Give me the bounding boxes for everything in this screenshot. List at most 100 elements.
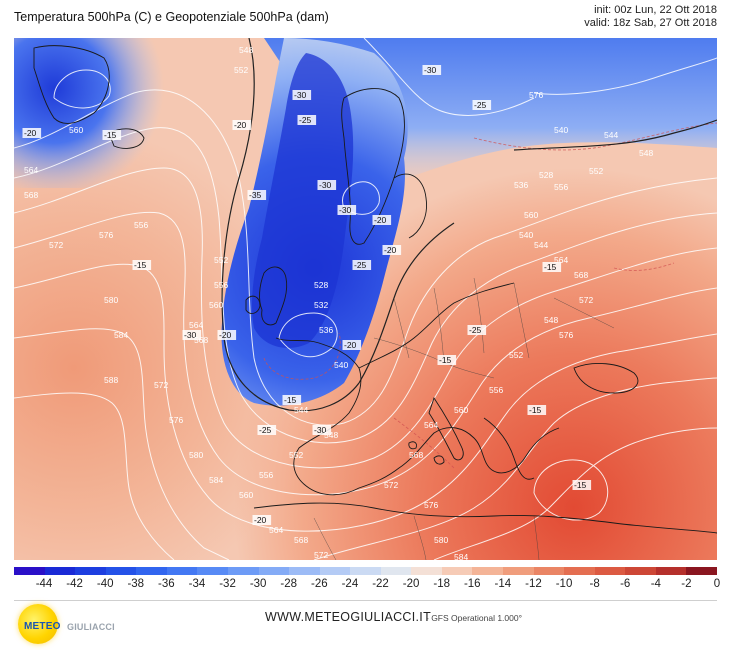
temperature-contour-label: -25 [474, 100, 487, 110]
geopotential-contour-label: 544 [534, 240, 548, 250]
color-legend-swatch [105, 567, 137, 575]
geopotential-contour-label: 528 [539, 170, 553, 180]
geopotential-contour-label: 536 [319, 325, 333, 335]
color-legend-label: -12 [525, 578, 542, 590]
temperature-contour-label: -30 [184, 330, 197, 340]
temperature-contour-label: -25 [354, 260, 367, 270]
temperature-contour-label: -30 [319, 180, 332, 190]
color-legend-swatch [564, 567, 595, 575]
temperature-contour-label: -35 [249, 190, 262, 200]
geopotential-contour-label: 580 [434, 535, 448, 545]
color-legend-label: -36 [158, 578, 175, 590]
geopotential-contour-label: 572 [579, 295, 593, 305]
contour-label-bg [317, 180, 337, 190]
color-legend-label: -14 [494, 578, 512, 590]
color-legend-swatch [166, 567, 198, 575]
color-legend-swatch [472, 567, 503, 575]
geopotential-contour-label: 552 [214, 255, 228, 265]
geopotential-contour-label: 572 [49, 240, 63, 250]
color-legend-swatch [594, 567, 626, 575]
geopotential-contour-label: 556 [214, 280, 228, 290]
weather-map[interactable]: -20 -15 -30 -25 -20 -30 -25 -30 -35 -30 -25 -20 -15 -… [14, 38, 717, 560]
contour-label-bg [467, 325, 487, 335]
geopotential-contour-label: 552 [509, 350, 523, 360]
footer: METEO GIULIACCI WWW.METEOGIULIACCI.IT - … [0, 604, 731, 650]
trough-cold-core [251, 53, 354, 348]
geopotential-contour-label: 568 [409, 450, 423, 460]
temperature-contour-label: -20 [374, 215, 387, 225]
color-legend-swatch [625, 567, 656, 575]
geopotential-contour-label: 564 [269, 525, 283, 535]
color-legend-label: -44 [35, 578, 53, 590]
chart-title: Temperatura 500hPa (C) e Geopotenziale 5… [14, 10, 329, 24]
geopotential-contour-label: 576 [529, 90, 543, 100]
color-legend-label: -20 [402, 578, 420, 590]
geopotential-contour-label: 584 [114, 330, 128, 340]
color-legend-label: -30 [249, 578, 267, 590]
contour-label-bg [247, 190, 267, 200]
color-legend-swatch [503, 567, 534, 575]
geopotential-contour-label: 580 [189, 450, 203, 460]
geopotential-contour-label: 588 [104, 375, 118, 385]
geopotential-contour-label: 552 [234, 65, 248, 75]
temperature-contour-label: -25 [469, 325, 482, 335]
temperature-contour-label: -20 [384, 245, 397, 255]
temperature-contour-label: -15 [284, 395, 297, 405]
sun-icon [18, 604, 58, 644]
geopotential-contour-label: 564 [554, 255, 568, 265]
temperature-contour-label: -15 [544, 262, 557, 272]
contour-label-bg [102, 130, 122, 140]
color-legend-label: -32 [219, 578, 236, 590]
temperature-contour-label: -15 [529, 405, 542, 415]
geopotential-contour-label: 560 [239, 490, 253, 500]
run-info: init: 00z Lun, 22 Ott 2018 valid: 18z Sa… [584, 4, 717, 30]
contour-label-bg [337, 205, 357, 215]
geopotential-contour-label: 560 [524, 210, 538, 220]
color-legend-label: -34 [188, 578, 206, 590]
color-legend-label: -38 [127, 578, 145, 590]
geopotential-contour-label: 584 [454, 552, 468, 560]
color-legend-label: -28 [280, 578, 298, 590]
contour-label-bg [22, 128, 42, 138]
contour-label-bg [472, 100, 492, 110]
color-legend-label: -16 [463, 578, 481, 590]
contour-label-bg [292, 90, 312, 100]
color-legend-swatch [44, 567, 76, 575]
geopotential-contour-label: 532 [314, 300, 328, 310]
color-legend-label: -2 [681, 578, 692, 590]
geopotential-contour-label: 584 [209, 475, 223, 485]
contour-label-bg [182, 330, 202, 340]
color-legend-label: 0 [713, 578, 721, 590]
logo-text-meteo: METEO [24, 621, 61, 632]
color-legend-swatch [533, 567, 565, 575]
geopotential-contour-label: 580 [104, 295, 118, 305]
color-legend-label: -18 [433, 578, 450, 590]
geopotential-contour-label: 568 [194, 335, 208, 345]
model-name: - GFS Operational 1.000° [426, 613, 523, 623]
geopotential-contour-label: 552 [289, 450, 303, 460]
contour-label-bg [257, 425, 277, 435]
meteogiuliacci-logo[interactable]: METEO GIULIACCI [14, 604, 134, 646]
contour-label-bg [217, 330, 237, 340]
contour-label-bg [342, 340, 362, 350]
contour-label-bg [352, 260, 372, 270]
site-url[interactable]: WWW.METEOGIULIACCI.IT [265, 610, 432, 624]
color-legend-label: -40 [96, 578, 114, 590]
geopotential-contour-label: 544 [604, 130, 618, 140]
temperature-contour-label: -25 [259, 425, 272, 435]
geopotential-contour-label: 576 [99, 230, 113, 240]
geopotential-contour-label: 560 [454, 405, 468, 415]
color-legend-label: -42 [66, 578, 83, 590]
color-legend-swatch [350, 567, 381, 575]
temperature-contour-label: -15 [574, 480, 587, 490]
coastlines [33, 45, 717, 534]
geopotential-contour-label: 560 [69, 125, 83, 135]
map-svg: -20 -15 -30 -25 -20 -30 -25 -30 -35 -30 -25 -20 -15 -… [14, 38, 717, 560]
geopotential-contour-label: 572 [384, 480, 398, 490]
temperature-contour-label: -15 [439, 355, 452, 365]
geopotential-contour-label: 544 [294, 405, 308, 415]
contour-label-bg [382, 245, 402, 255]
temperature-contour-label: -30 [314, 425, 327, 435]
temperature-contour-label: -20 [219, 330, 232, 340]
greenland-cold [14, 38, 194, 188]
